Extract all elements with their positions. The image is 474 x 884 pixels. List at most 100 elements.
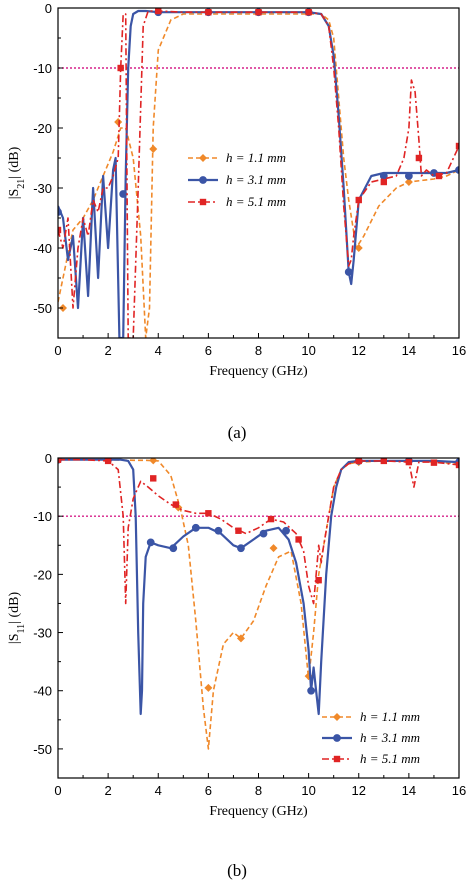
series-3-marker: [380, 458, 388, 465]
x-tick-label: 12: [352, 343, 366, 358]
series-3-marker: [380, 178, 388, 186]
series-3-marker: [315, 576, 322, 584]
series-1-marker: [404, 178, 413, 186]
x-tick-label: 2: [105, 783, 112, 798]
y-axis-title: |S11| (dB): [7, 592, 27, 645]
series-2-marker: [344, 268, 353, 276]
x-tick-label: 14: [402, 783, 416, 798]
series-2-marker: [58, 208, 62, 216]
series-3-marker: [355, 458, 362, 465]
x-tick-label: 8: [255, 783, 262, 798]
caption-a: (a): [228, 423, 247, 442]
y-axis-title-tail: | (dB): [7, 592, 22, 624]
series-3-marker: [430, 459, 438, 466]
series-3-marker: [58, 458, 62, 463]
legend-marker: [333, 755, 341, 763]
legend-label: h = 1.1 mm: [226, 150, 286, 165]
x-tick-label: 16: [452, 343, 466, 358]
y-tick-label: -20: [33, 121, 52, 136]
series-3-marker: [172, 501, 179, 508]
series-3-marker: [104, 458, 112, 465]
y-tick-label: -40: [33, 241, 52, 256]
series-3-marker: [435, 172, 443, 180]
y-axis-title: |S21| (dB): [7, 146, 27, 199]
y-tick-label: -50: [33, 742, 52, 757]
series-3-marker: [150, 475, 157, 482]
x-axis-title: Frequency (GHz): [209, 804, 308, 819]
series-2-marker: [191, 523, 200, 532]
series-2: [58, 458, 459, 716]
series-3-marker: [405, 458, 413, 466]
legend-marker: [199, 198, 207, 206]
series-3: [58, 458, 459, 605]
x-tick-label: 12: [352, 783, 366, 798]
x-tick-label: 4: [155, 343, 162, 358]
series-3-marker: [415, 154, 423, 162]
x-tick-label: 10: [301, 343, 315, 358]
series-3-marker: [295, 536, 302, 543]
y-tick-label: 0: [45, 451, 52, 466]
chart-a: 0 2 4 6 8 10 12 14 16 0 -10 -20 -30 -40 -50 Frequency (…: [7, 1, 466, 379]
series-2-marker: [169, 544, 178, 553]
series-3-marker: [117, 64, 124, 72]
legend: h = 1.1 mm h = 3.1 mm h = 5.1 mm: [322, 709, 420, 766]
series-2-marker: [119, 190, 128, 198]
series-2-marker: [146, 538, 155, 547]
series-1-line: [58, 458, 459, 750]
legend-label: h = 1.1 mm: [360, 709, 420, 724]
series-3-marker: [155, 8, 162, 15]
y-tick-label: -30: [33, 181, 52, 196]
x-tick-label: 8: [255, 343, 262, 358]
series-3-marker: [205, 9, 212, 16]
y-axis-title-subscript: 21: [16, 179, 27, 189]
y-tick-label: -50: [33, 301, 52, 316]
series-3-marker: [267, 515, 275, 523]
y-tick-label: -30: [33, 626, 52, 641]
series-2-marker: [237, 544, 245, 553]
series-2-marker: [455, 166, 459, 174]
y-tick-label: -40: [33, 684, 52, 699]
y-tick-label: -20: [33, 567, 52, 582]
series-2-marker: [307, 686, 316, 695]
caption-b: (b): [227, 861, 247, 880]
legend-marker: [199, 176, 207, 184]
series-2-marker: [282, 526, 290, 535]
series-1-marker: [59, 304, 68, 312]
series-1: [58, 458, 459, 750]
series-3-marker: [355, 196, 362, 204]
series-1-marker: [354, 244, 363, 252]
series-2-marker: [259, 529, 268, 538]
series-3-marker: [455, 142, 459, 150]
series-1-marker: [149, 458, 158, 465]
y-axis-title-main: |S: [7, 634, 22, 645]
series-1-marker: [149, 145, 158, 153]
x-tick-label: 6: [205, 783, 212, 798]
x-tick-label: 2: [105, 343, 112, 358]
series-2-line: [58, 458, 459, 716]
legend-label: h = 3.1 mm: [360, 730, 420, 745]
y-axis-title-main: |S: [7, 189, 22, 200]
series-2-marker: [404, 172, 413, 180]
x-tick-label: 14: [402, 343, 416, 358]
legend-label: h = 3.1 mm: [226, 172, 286, 187]
series-3-marker: [235, 527, 242, 534]
y-axis-title-subscript: 11: [16, 624, 27, 634]
series-1-marker: [204, 683, 213, 692]
x-tick-label: 6: [205, 343, 212, 358]
legend-marker: [333, 713, 341, 721]
x-tick-label: 10: [301, 783, 315, 798]
legend: h = 1.1 mm h = 3.1 mm h = 5.1 mm: [188, 150, 286, 209]
legend-marker: [333, 734, 341, 742]
series-3-marker: [255, 9, 262, 16]
series-1-marker: [236, 634, 245, 643]
x-tick-label: 0: [54, 783, 61, 798]
y-tick-label: 0: [45, 1, 52, 16]
x-tick-label: 4: [155, 783, 162, 798]
x-tick-label: 16: [452, 783, 466, 798]
series-3-line: [58, 458, 459, 605]
series-1-marker: [114, 118, 123, 126]
series-2-marker: [214, 526, 223, 535]
series-3-marker: [455, 461, 459, 469]
x-axis-title: Frequency (GHz): [209, 364, 308, 379]
